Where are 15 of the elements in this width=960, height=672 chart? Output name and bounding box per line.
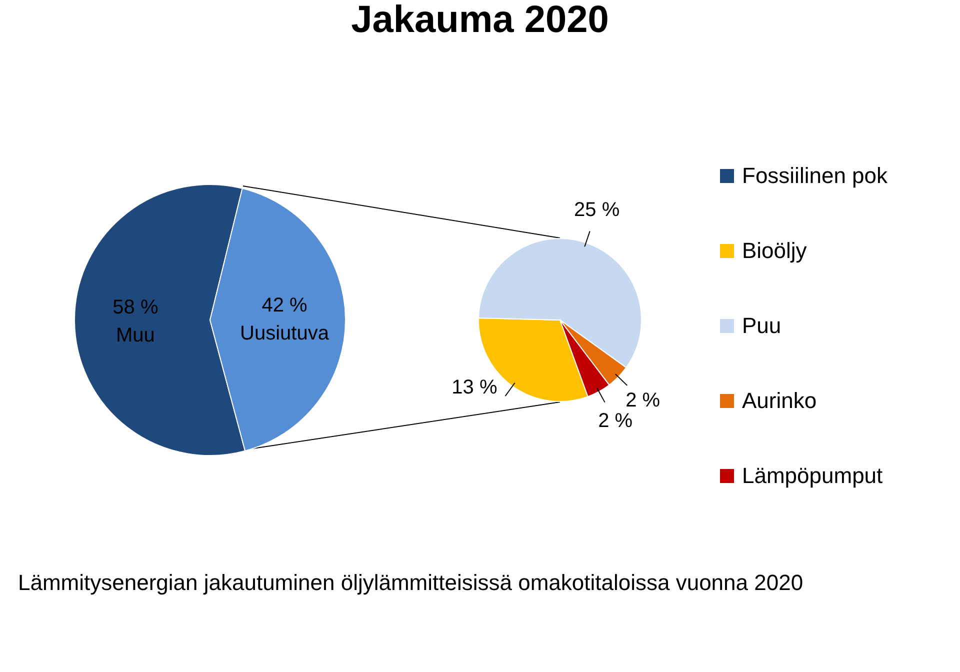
data-label: 42 % — [262, 294, 308, 317]
data-label: 2 % — [626, 389, 660, 412]
data-label: 2 % — [598, 410, 633, 432]
legend-label: Fossiilinen pok — [742, 163, 888, 189]
text: Muu — [116, 324, 155, 346]
data-label: 13 % — [452, 376, 498, 398]
legend-label: Aurinko — [742, 388, 817, 414]
legend-label: Lämpöpumput — [742, 463, 883, 489]
data-label: 58 % — [112, 296, 158, 318]
text: Lämmitysenergian jakautuminen öljylämmitteisissä omakotitaloissa vuonna 2020 — [18, 570, 804, 596]
data-label: 25 % — [574, 198, 620, 221]
legend-label: Puu — [742, 313, 782, 339]
text: Uusiutuva — [240, 322, 330, 345]
legend-label: Bioöljy — [742, 238, 807, 264]
chart-title: Jakauma 2020 — [350, 0, 610, 41]
